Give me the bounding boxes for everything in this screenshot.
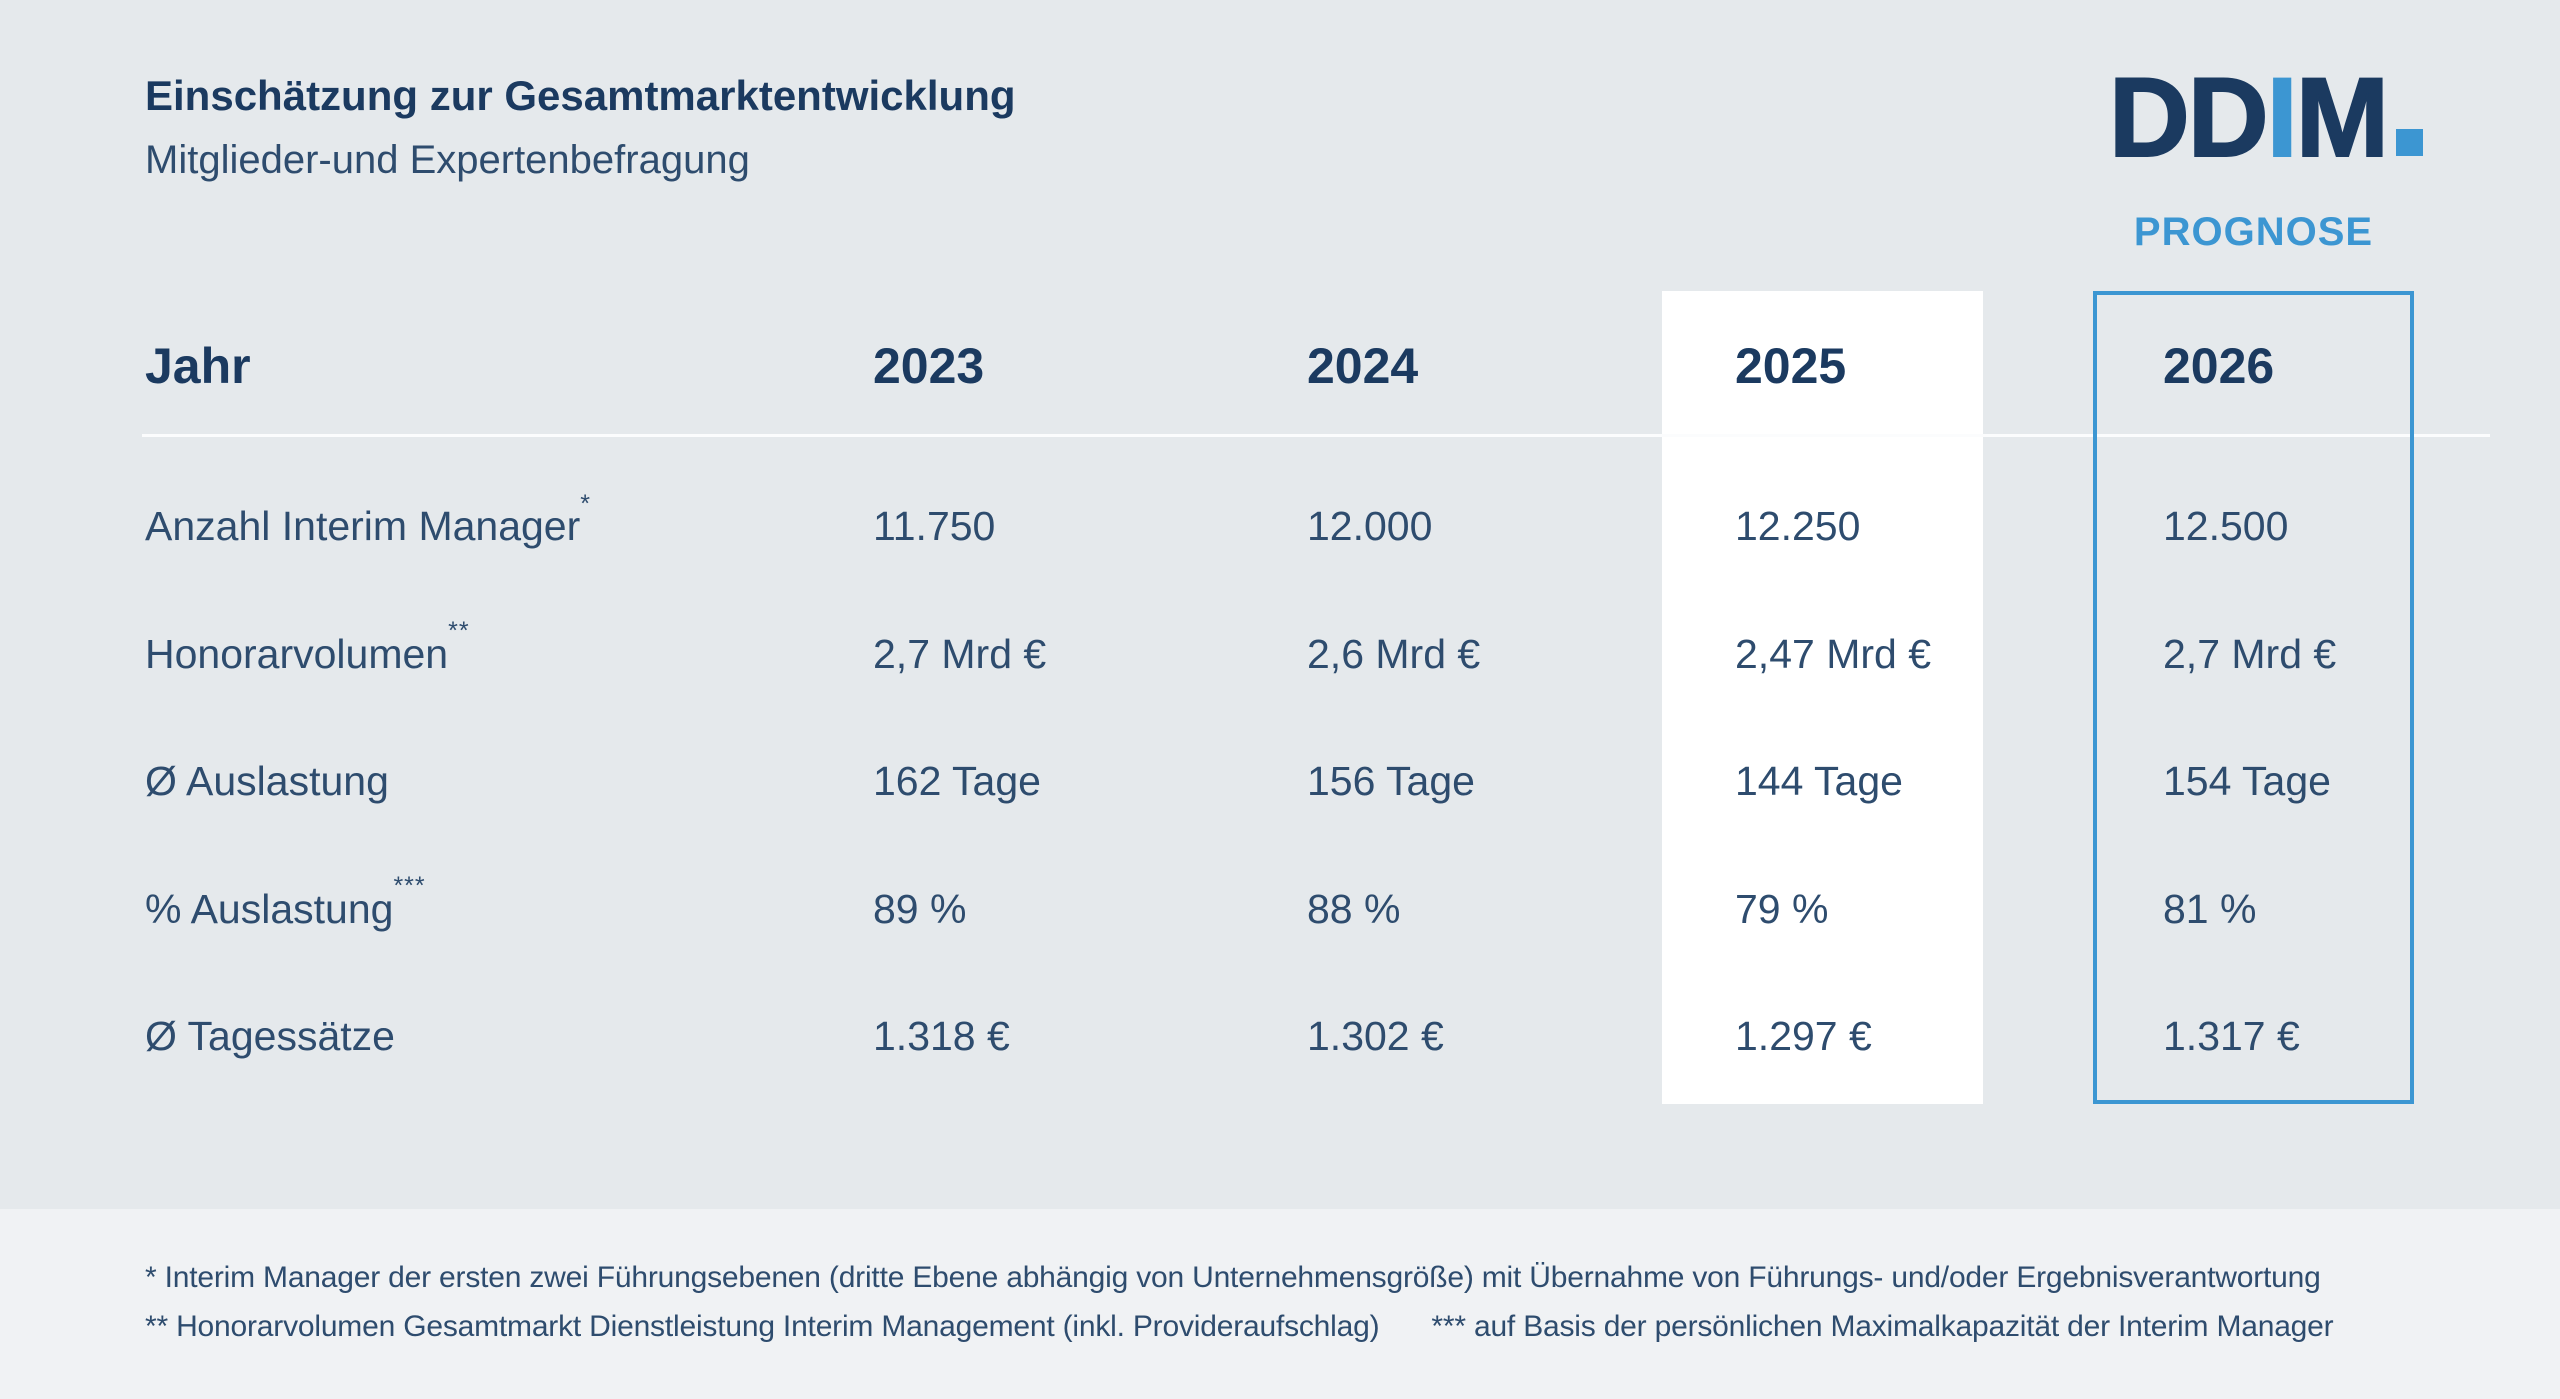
value-2023: 11.750 <box>873 503 996 549</box>
row-label-text: Anzahl Interim Manager <box>145 503 581 549</box>
value-2024: 1.302 € <box>1307 1013 1444 1059</box>
value-2023: 162 Tage <box>873 758 1041 804</box>
footnote-marker: ** <box>448 617 470 646</box>
value-2026: 154 Tage <box>2163 758 2331 804</box>
row-label: Ø Tagessätze <box>145 1016 873 1057</box>
row-label: Anzahl Interim Manager* <box>145 491 873 549</box>
value-2023: 89 % <box>873 885 967 932</box>
footnotes-band: * Interim Manager der ersten zwei Führun… <box>0 1209 2560 1399</box>
table-row-anzahl-interim-manager: Anzahl Interim Manager* 11.750 12.000 12… <box>145 491 2560 634</box>
table-row-auslastung-prozent: % Auslastung*** 89 % 88 % 79 % 81 % <box>145 874 2560 1017</box>
table-row-auslastung-tage: Ø Auslastung 162 Tage 156 Tage 144 Tage … <box>145 761 2560 889</box>
header-divider-line <box>142 434 2490 437</box>
page-title: Einschätzung zur Gesamtmarktentwicklung <box>145 72 1016 119</box>
value-2024: 156 Tage <box>1307 758 1475 804</box>
row-label: % Auslastung*** <box>145 874 873 932</box>
row-label: Honorarvolumen** <box>145 619 873 677</box>
value-2026: 12.500 <box>2163 503 2289 549</box>
footnote-marker: *** <box>393 872 426 901</box>
column-header-2023: 2023 <box>873 338 985 394</box>
value-2025: 79 % <box>1735 885 1829 932</box>
value-2026: 2,7 Mrd € <box>2163 630 2337 677</box>
value-2025: 2,47 Mrd € <box>1735 630 1931 677</box>
footnote-line-1: * Interim Manager der ersten zwei Führun… <box>145 1253 2560 1302</box>
prognose-box-2026 <box>2093 291 2414 1104</box>
prognose-label: PROGNOSE <box>2133 210 2374 254</box>
footnote-marker: * <box>580 489 591 518</box>
row-label: Ø Auslastung <box>145 761 873 802</box>
row-label-text: Honorarvolumen <box>145 630 449 677</box>
value-2025: 1.297 € <box>1735 1013 1872 1059</box>
footnote-3: *** auf Basis der persönlichen Maximalka… <box>1431 1310 2334 1343</box>
row-label-text: Ø Auslastung <box>145 758 389 804</box>
table-row-tagessaetze: Ø Tagessätze 1.318 € 1.302 € 1.297 € 1.3… <box>145 1016 2560 1144</box>
table-row-honorarvolumen: Honorarvolumen** 2,7 Mrd € 2,6 Mrd € 2,4… <box>145 619 2560 762</box>
footnote-2: ** Honorarvolumen Gesamtmarkt Dienstleis… <box>145 1310 1380 1343</box>
table-body: Anzahl Interim Manager* 11.750 12.000 12… <box>145 491 2560 1144</box>
value-2026: 1.317 € <box>2163 1013 2300 1059</box>
logo-text-dark-1: DD <box>2108 55 2270 180</box>
highlight-column-2025 <box>1662 291 1983 1104</box>
value-2024: 12.000 <box>1307 503 1433 549</box>
ddim-logo: DDIM <box>2108 61 2423 175</box>
logo-text-dark-2: M <box>2295 55 2390 180</box>
table-header-row: Jahr 2023 2024 2025 2026 <box>145 341 2560 391</box>
footnote-line-2: ** Honorarvolumen Gesamtmarkt Dienstleis… <box>145 1302 2560 1351</box>
column-header-2024: 2024 <box>1307 338 1419 394</box>
row-label-text: Ø Tagessätze <box>145 1013 395 1059</box>
column-header-2025: 2025 <box>1735 338 1847 394</box>
page-subtitle: Mitglieder-und Expertenbefragung <box>145 138 750 182</box>
row-label-text: % Auslastung <box>145 885 394 932</box>
logo-dot-icon <box>2396 129 2423 156</box>
value-2023: 1.318 € <box>873 1013 1010 1059</box>
value-2025: 144 Tage <box>1735 758 1903 804</box>
column-header-2026: 2026 <box>2163 338 2275 394</box>
value-2024: 88 % <box>1307 885 1401 932</box>
value-2025: 12.250 <box>1735 503 1861 549</box>
column-header-jahr: Jahr <box>145 338 251 394</box>
footnote-1: * Interim Manager der ersten zwei Führun… <box>145 1261 2321 1294</box>
value-2023: 2,7 Mrd € <box>873 630 1047 677</box>
value-2026: 81 % <box>2163 885 2257 932</box>
logo-text-blue: I <box>2266 55 2299 180</box>
value-2024: 2,6 Mrd € <box>1307 630 1481 677</box>
